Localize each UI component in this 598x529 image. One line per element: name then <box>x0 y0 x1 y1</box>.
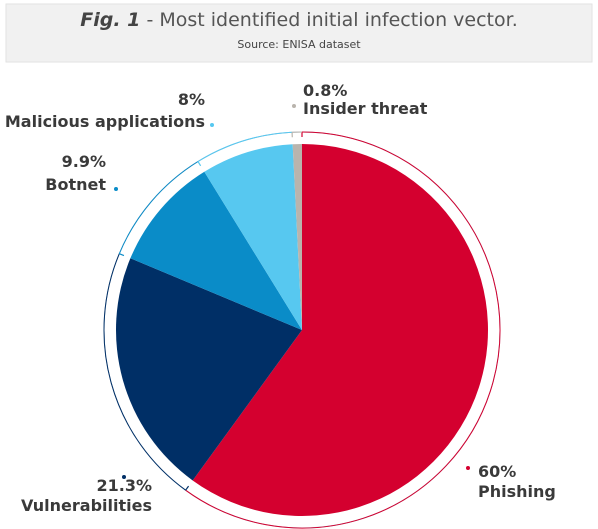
pie-slice <box>130 171 302 330</box>
ring-arc <box>103 253 186 491</box>
title-text: - Most identified initial infection vect… <box>146 9 517 31</box>
value-label: 8% <box>178 90 205 109</box>
subtitle: Source: ENISA dataset <box>237 38 361 51</box>
pie-slice <box>204 144 302 330</box>
label-dot <box>466 466 470 470</box>
category-label: Malicious applications <box>5 112 205 131</box>
ring-arc <box>118 161 199 254</box>
ring-tick <box>197 161 202 167</box>
category-label: Botnet <box>45 175 106 194</box>
label-dot <box>122 475 126 479</box>
category-label: Vulnerabilities <box>21 496 152 515</box>
header-box <box>5 3 593 63</box>
label-dot <box>210 123 214 127</box>
ring-arc <box>185 131 501 529</box>
value-label: 0.8% <box>303 81 347 100</box>
value-label: 9.9% <box>62 152 106 171</box>
category-label: Phishing <box>478 482 556 501</box>
label-dot <box>114 187 118 191</box>
value-label: 21.3% <box>96 476 152 495</box>
title-label: Fig. 1 <box>80 9 140 31</box>
pie-slice <box>192 144 488 516</box>
ring-tick <box>185 485 190 491</box>
label-dot <box>292 104 296 108</box>
ring-arc <box>197 131 293 162</box>
value-label: 60% <box>478 462 516 481</box>
pie-slice <box>292 144 302 330</box>
chart-title: Fig. 1 - Most identified initial infecti… <box>80 9 518 31</box>
ring-tick <box>119 253 125 257</box>
category-label: Insider threat <box>303 99 428 118</box>
pie-slice <box>115 258 303 481</box>
